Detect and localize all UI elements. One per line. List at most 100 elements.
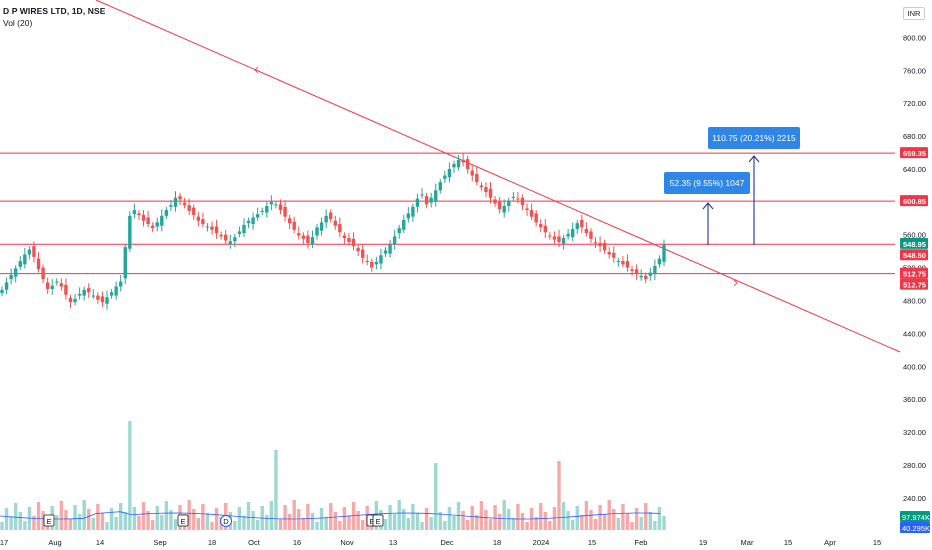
candle <box>237 226 242 238</box>
candle <box>593 237 598 248</box>
volume-indicator-label[interactable]: Vol (20) <box>3 18 33 28</box>
candle <box>625 254 630 272</box>
candle <box>566 228 570 240</box>
volume-bar <box>511 518 516 530</box>
horizontal-levels[interactable] <box>0 152 895 275</box>
candle-body <box>205 226 210 228</box>
candle <box>224 229 228 245</box>
candle-body <box>59 283 64 287</box>
time-tick-label: Mar <box>741 538 754 547</box>
candle-body <box>392 236 397 245</box>
candle-body <box>388 244 392 254</box>
candle-body <box>100 296 105 303</box>
candle <box>584 222 589 237</box>
candle-body <box>342 235 347 239</box>
trendline[interactable] <box>95 0 901 353</box>
event-marker[interactable]: E <box>177 514 189 527</box>
volume-bar <box>64 510 68 530</box>
candle-body <box>548 235 552 237</box>
price-axis[interactable]: 800.00760.00720.00680.00640.00600.00560.… <box>900 33 930 533</box>
volume-bar <box>283 505 287 530</box>
candle-body <box>18 261 22 267</box>
candle <box>182 197 187 209</box>
candle-body <box>379 255 383 264</box>
candle-body <box>23 254 27 265</box>
candle <box>137 210 141 220</box>
candle-body <box>338 224 342 233</box>
volume-bar <box>196 518 201 530</box>
volume-bar <box>123 512 127 530</box>
time-tick-label: Sep <box>153 538 166 547</box>
candle <box>575 219 579 234</box>
candle-body <box>411 206 415 217</box>
candle-body <box>55 281 59 283</box>
event-marker[interactable]: E <box>43 514 55 527</box>
candle-body <box>287 218 292 224</box>
candle <box>630 265 634 276</box>
price-label-level[interactable]: 548.50 <box>900 249 928 261</box>
candle-body <box>105 297 109 304</box>
candle <box>360 244 365 264</box>
candle-body <box>593 242 598 244</box>
candle <box>497 196 502 214</box>
measure-box[interactable] <box>664 172 750 194</box>
time-tick-label: 15 <box>784 538 792 547</box>
candle-body <box>319 222 324 231</box>
candle-body <box>602 242 607 251</box>
candle-body <box>73 298 77 303</box>
volume-bar <box>420 522 424 530</box>
candle-body <box>520 197 525 206</box>
time-axis[interactable]: 17 Aug 14 Sep 18 Oct 16 Nov 13 Dec 18 2024 15 Feb 19 Ma… <box>0 538 881 547</box>
candle-body <box>347 238 351 243</box>
event-marker[interactable]: E <box>372 514 384 527</box>
candle <box>511 191 516 202</box>
candle <box>634 264 639 280</box>
volume-bar <box>429 517 433 530</box>
candle-body <box>598 242 602 247</box>
candle-body <box>552 236 557 240</box>
volume-bar <box>543 512 547 530</box>
price-label-level[interactable]: 512.75 <box>900 267 928 279</box>
volume-bar <box>96 504 100 530</box>
volume-bar <box>164 501 169 530</box>
candle-body <box>657 258 662 265</box>
candle <box>160 209 164 232</box>
volume-ma-line <box>0 511 661 520</box>
dividend-marker-circle <box>220 515 232 527</box>
measurement-tools[interactable]: 52.35 (9.55%) 1047 110.75 (20.21%) 2215 <box>664 127 800 245</box>
candle <box>411 203 415 222</box>
candle-body <box>64 284 68 295</box>
level-label-bg <box>900 147 928 159</box>
volume-bar <box>520 513 525 530</box>
time-tick-label: 15 <box>588 538 596 547</box>
event-marker[interactable]: D <box>220 515 232 527</box>
level-price-label[interactable]: 600.85 <box>900 195 928 207</box>
measure-box[interactable] <box>708 127 800 149</box>
candle <box>347 233 351 246</box>
trendline-segment[interactable] <box>95 0 901 353</box>
price-tick-label: 640.00 <box>903 165 926 174</box>
volume-value-label[interactable]: 40.295K <box>900 522 930 533</box>
candle <box>187 198 191 216</box>
volume-value-label[interactable]: 97.974K <box>900 511 930 522</box>
price-label-level[interactable]: 512.75 <box>900 278 928 290</box>
candle-body <box>566 233 570 237</box>
volume-bar <box>91 518 96 530</box>
volume-bar <box>479 501 484 530</box>
volume-bar <box>525 522 529 530</box>
volume-bar <box>13 503 18 530</box>
volume-bar <box>360 520 365 530</box>
candle <box>648 267 653 281</box>
candle <box>23 247 27 269</box>
candle-body <box>169 205 173 207</box>
level-price-label[interactable]: 659.35 <box>900 147 928 159</box>
candle-body <box>173 197 178 207</box>
candle-body <box>360 249 365 258</box>
candle-body <box>196 216 201 221</box>
candle-body <box>297 233 301 236</box>
price-label-last[interactable]: 548.95 <box>900 237 928 249</box>
candle <box>598 236 602 253</box>
currency-badge[interactable]: INR <box>903 7 925 20</box>
